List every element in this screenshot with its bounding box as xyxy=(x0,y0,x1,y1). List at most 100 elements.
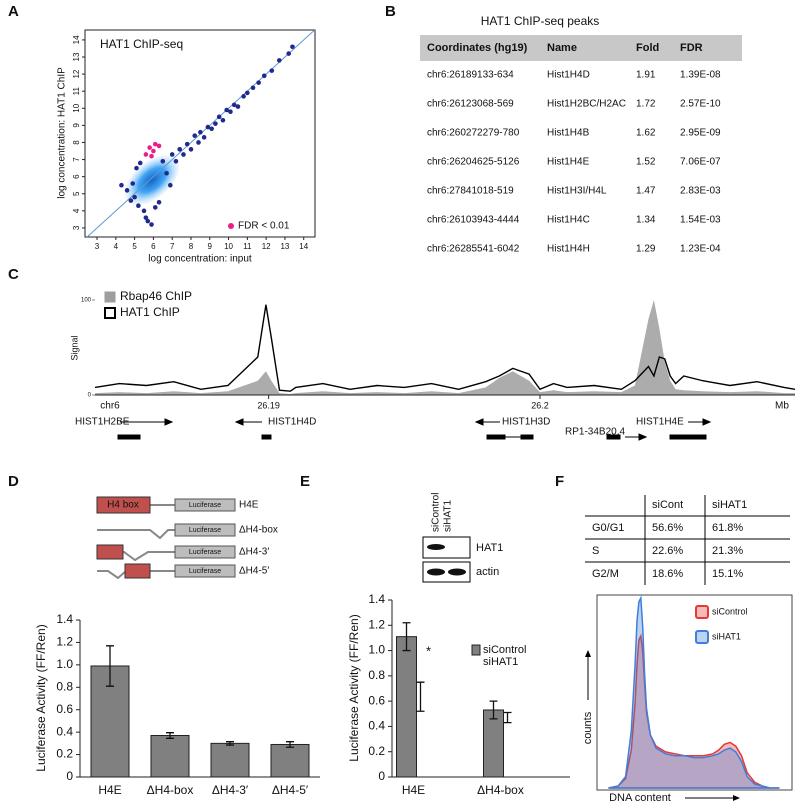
point xyxy=(198,129,203,135)
table-cell: chr6:26103943-4444 xyxy=(427,215,520,226)
construct-name: ΔH4-5′ xyxy=(239,566,269,577)
bar xyxy=(396,636,417,778)
luciferase-box xyxy=(174,564,236,578)
reporters xyxy=(174,498,236,578)
table-cell: 15.1% xyxy=(712,568,743,580)
panel-label: F xyxy=(555,473,564,490)
construct-name: ΔH4-3′ xyxy=(239,547,269,558)
table-cell: 1.23E-04 xyxy=(680,244,721,255)
point xyxy=(143,215,149,220)
y-tick-label: 100 xyxy=(81,298,92,304)
plot-frame xyxy=(84,29,316,238)
arrow-head xyxy=(638,433,648,441)
table-cell: 2.95E-09 xyxy=(680,128,721,139)
legend-label: HAT1 ChIP xyxy=(120,305,180,319)
x-tick-label: 13 xyxy=(280,242,289,251)
table-cell: 21.3% xyxy=(712,545,743,557)
band-label: actin xyxy=(476,566,499,578)
point xyxy=(119,182,124,188)
point xyxy=(228,109,233,115)
x-tick-label: 7 xyxy=(170,242,175,251)
y-tick-label: 0.2 xyxy=(368,744,385,758)
point xyxy=(276,58,282,63)
table-cell: 22.6% xyxy=(652,545,683,557)
bar xyxy=(270,743,310,778)
table-cell: Hist1H2BC/H2AC xyxy=(547,99,626,110)
y-tick-label: 10 xyxy=(72,103,81,112)
point xyxy=(224,107,229,113)
legend-marker xyxy=(104,307,116,319)
arrow-head xyxy=(164,418,174,426)
point xyxy=(152,205,158,210)
x-axis-label: log concentration: input xyxy=(148,254,252,265)
signal-line xyxy=(94,304,796,392)
legend-label: siHAT1 xyxy=(483,656,518,668)
histogram-area xyxy=(608,595,780,789)
point xyxy=(134,165,139,171)
table-cell: 2.83E-03 xyxy=(680,186,721,197)
point xyxy=(149,153,154,159)
table-cell: chr6:260272279-780 xyxy=(427,128,520,139)
gene-label: HIST1H2BE xyxy=(75,417,130,428)
point xyxy=(160,158,166,164)
histogram-area xyxy=(608,633,780,789)
gene-body xyxy=(486,434,506,440)
table-cell: 1.29 xyxy=(636,244,656,255)
axis-label: Luciferase Activity (FF/Ren) xyxy=(34,624,48,771)
point xyxy=(156,143,162,149)
gene-label: HIST1H3D xyxy=(502,417,550,428)
chromosome-label: chr6 xyxy=(100,401,120,412)
axis-label: Luciferase Activity (FF/Ren) xyxy=(347,614,361,761)
chart-title: HAT1 ChIP-seq xyxy=(100,37,183,51)
luciferase-box xyxy=(174,523,236,537)
y-tick-label: 11 xyxy=(72,86,81,95)
blot-band xyxy=(427,568,445,576)
gene-label: HIST1H4D xyxy=(268,417,316,428)
annotation: * xyxy=(426,643,431,658)
arrow-head xyxy=(585,650,591,657)
table-cell: Hist1H4D xyxy=(547,70,590,81)
blot-frame xyxy=(422,536,471,559)
h4-box xyxy=(96,544,124,560)
legend-label: siControl xyxy=(483,644,526,656)
table-cell: 1.39E-08 xyxy=(680,70,721,81)
point xyxy=(156,200,162,205)
table-cell: chr6:26204625-5126 xyxy=(427,157,520,168)
x-tick-label: ΔH4-5′ xyxy=(272,783,309,797)
x-tick-label: H4E xyxy=(402,783,425,797)
table-cell: 18.6% xyxy=(652,568,683,580)
luciferase-box xyxy=(174,498,236,512)
construct-name: H4E xyxy=(239,500,259,511)
error-bar xyxy=(166,732,174,739)
gene-models xyxy=(117,418,712,441)
table-cell: Hist1H4E xyxy=(547,157,590,168)
point xyxy=(290,44,295,50)
table-cell: 1.34 xyxy=(636,215,656,226)
error-bar xyxy=(402,622,411,652)
table-header: Name xyxy=(547,42,577,54)
table-header-bg xyxy=(420,35,742,61)
y-tick-label: 1.0 xyxy=(368,643,385,657)
y-tick-label: 0.4 xyxy=(368,719,385,733)
luciferase-box xyxy=(174,545,236,559)
y-tick-label: 12 xyxy=(72,69,81,78)
point xyxy=(269,68,275,73)
arrow-head xyxy=(733,795,740,801)
y-tick-label: 5 xyxy=(72,191,81,196)
table-cell: 7.06E-07 xyxy=(680,157,721,168)
table-header: siCont xyxy=(652,499,683,511)
y-tick-label: 6 xyxy=(72,174,81,179)
axis-label: Signal xyxy=(69,335,79,360)
x-tick-label: H4E xyxy=(98,783,121,797)
point xyxy=(177,147,183,152)
x-tick-label: 4 xyxy=(114,242,119,251)
table-cell: Hist1H4C xyxy=(547,215,590,226)
point xyxy=(209,126,214,132)
panel-label: C xyxy=(8,266,19,283)
panel-label: E xyxy=(300,473,310,490)
point xyxy=(231,102,237,108)
point xyxy=(256,80,261,85)
blot-band xyxy=(427,544,445,550)
gene-body xyxy=(520,434,534,440)
